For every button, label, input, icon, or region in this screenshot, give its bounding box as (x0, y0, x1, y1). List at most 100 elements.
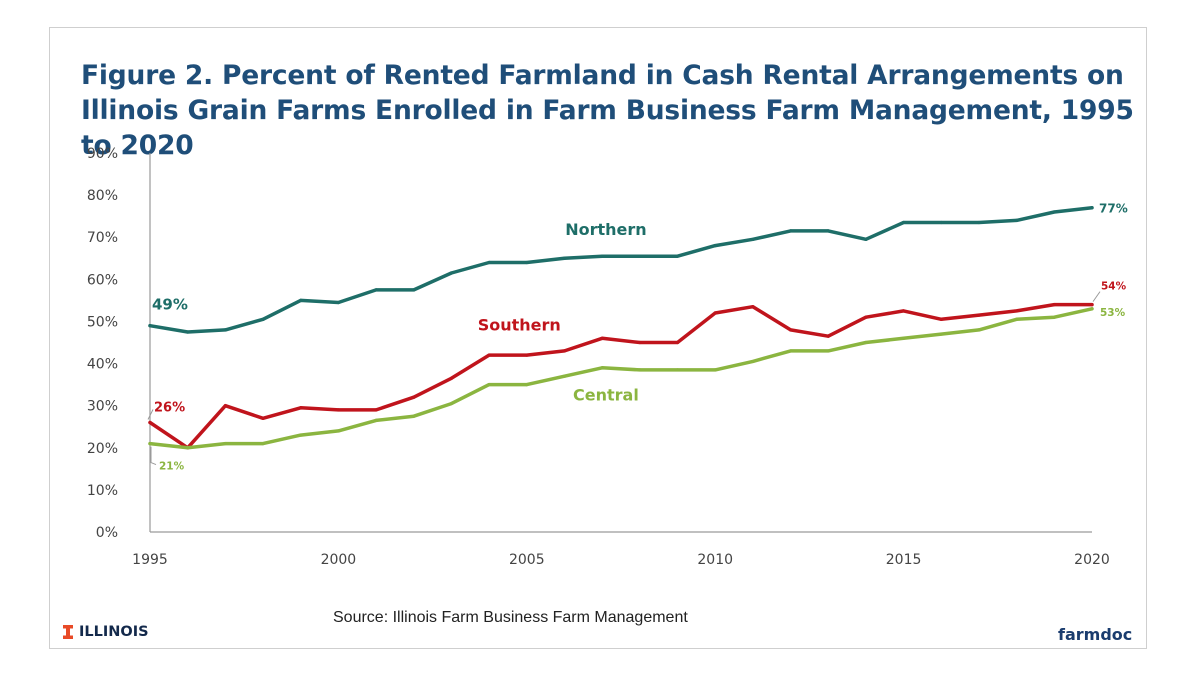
data-point-southern (713, 311, 717, 315)
y-tick-label: 0% (96, 525, 118, 541)
x-tick-label: 1995 (132, 552, 168, 568)
data-point-northern (525, 260, 529, 265)
data-point-central (525, 383, 529, 387)
data-point-central (751, 359, 755, 364)
x-tick-label: 2010 (697, 552, 733, 568)
data-point-southern (600, 336, 604, 340)
data-label-northern: 49% (152, 296, 188, 314)
data-point-central (1015, 317, 1019, 321)
data-point-central (977, 328, 981, 332)
series-line-central (148, 307, 1094, 450)
data-point-central (374, 418, 378, 423)
data-point-central (261, 441, 265, 446)
data-point-northern (186, 330, 190, 334)
data-point-northern (487, 260, 491, 265)
illinois-block-i-icon (63, 625, 73, 639)
data-point-central (675, 368, 680, 372)
data-point-northern (261, 317, 265, 321)
data-point-central (902, 336, 906, 340)
data-point-southern (751, 305, 755, 309)
data-point-central (336, 429, 340, 433)
data-point-southern (1052, 303, 1056, 307)
x-tick-label: 2000 (321, 552, 357, 568)
data-point-northern (939, 220, 943, 225)
data-point-northern (1090, 206, 1094, 210)
y-tick-label: 40% (87, 357, 118, 373)
data-point-central (412, 414, 416, 418)
data-label-southern: 54% (1101, 281, 1127, 293)
data-point-central (186, 446, 190, 450)
data-point-southern (1090, 303, 1094, 307)
data-point-northern (412, 288, 416, 292)
data-point-central (1052, 315, 1056, 319)
illinois-brand: ILLINOIS (63, 624, 149, 640)
data-point-central (713, 368, 717, 372)
data-point-northern (751, 237, 755, 241)
y-tick-label: 10% (87, 483, 118, 499)
data-point-northern (449, 271, 454, 275)
data-point-northern (713, 244, 717, 248)
data-label-southern: 26% (154, 401, 185, 416)
data-point-southern (638, 340, 642, 345)
leader-line-southern-start (147, 409, 154, 420)
leader-line-central-start (150, 446, 157, 466)
data-point-southern (562, 349, 567, 353)
data-point-southern (261, 416, 265, 420)
data-point-central (788, 349, 793, 353)
data-point-northern (788, 229, 793, 233)
data-point-northern (864, 237, 868, 241)
data-point-southern (299, 406, 303, 410)
data-point-southern (525, 353, 529, 357)
y-tick-label: 60% (87, 272, 118, 288)
illinois-wordmark: ILLINOIS (79, 624, 149, 640)
y-tick-label: 30% (87, 399, 118, 415)
y-tick-label: 80% (87, 188, 118, 204)
data-point-northern (826, 229, 830, 233)
y-tick-label: 70% (87, 230, 118, 246)
data-point-northern (600, 254, 604, 258)
data-point-central (939, 332, 943, 336)
data-point-southern (148, 420, 152, 425)
data-point-northern (148, 324, 152, 328)
data-point-central (600, 366, 604, 370)
data-point-northern (299, 298, 303, 302)
data-point-southern (902, 309, 906, 313)
data-point-northern (675, 254, 680, 258)
data-point-central (299, 433, 303, 437)
data-point-central (223, 441, 227, 446)
data-point-central (864, 340, 868, 345)
y-tick-label: 20% (87, 441, 118, 457)
data-label-central: 53% (1100, 307, 1126, 319)
data-point-southern (449, 376, 454, 380)
data-point-southern (1015, 309, 1019, 313)
source-note: Source: Illinois Farm Business Farm Mana… (333, 609, 688, 626)
data-point-central (148, 441, 152, 446)
data-point-southern (374, 408, 378, 412)
x-tick-label: 2005 (509, 552, 545, 568)
data-point-southern (977, 313, 981, 317)
data-point-central (487, 383, 491, 387)
x-tick-label: 2020 (1074, 552, 1110, 568)
x-tick-label: 2015 (886, 552, 922, 568)
data-point-central (1090, 307, 1094, 311)
data-label-northern: 77% (1099, 202, 1128, 216)
y-tick-label: 50% (87, 314, 118, 330)
data-point-northern (374, 288, 378, 292)
farmdoc-logo: farmdoc (1058, 625, 1133, 644)
data-point-northern (562, 256, 567, 260)
data-point-northern (223, 328, 227, 332)
y-tick-label: 90% (87, 146, 118, 162)
data-point-southern (487, 353, 491, 357)
data-point-southern (826, 334, 830, 338)
data-point-southern (675, 340, 680, 345)
leader-line-southern-end (1092, 291, 1101, 302)
data-point-central (638, 368, 642, 372)
series-line-southern (148, 302, 1094, 450)
series-name-label: Northern (565, 220, 646, 239)
data-point-southern (864, 315, 868, 319)
data-point-central (449, 401, 454, 406)
chart-title: Figure 2. Percent of Rented Farmland in … (81, 60, 1134, 161)
data-point-northern (638, 254, 642, 258)
data-point-southern (336, 408, 340, 412)
